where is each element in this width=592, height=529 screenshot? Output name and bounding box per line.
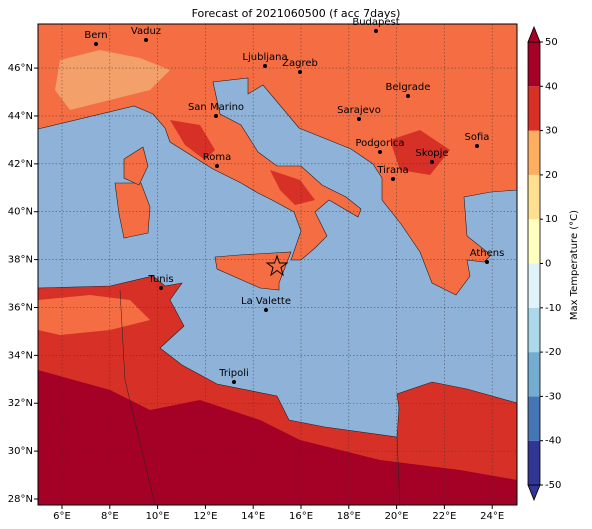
city-marker (298, 70, 302, 74)
city-label: Athens (470, 248, 505, 259)
city-label: Vaduz (131, 26, 161, 37)
title: Forecast of 2021060500 (f acc 7days) (192, 7, 401, 20)
city-label: Budapest (352, 17, 399, 28)
map (38, 24, 517, 505)
colorbar-tick-label: 10 (545, 214, 558, 225)
lat-tick-label: 44°N (8, 111, 33, 122)
city-label: San Marino (188, 102, 244, 113)
city-marker (144, 38, 148, 42)
colorbar-tick-label: -30 (545, 391, 561, 402)
lon-tick-label: 22°E (432, 511, 456, 522)
city-marker (430, 160, 434, 164)
city-label: Tirana (376, 165, 408, 176)
city-label: Sarajevo (337, 105, 381, 116)
lat-tick-label: 40°N (8, 207, 33, 218)
map-frame (37, 23, 518, 506)
city-label: Zagreb (282, 58, 318, 69)
lon-tick-label: 6°E (53, 511, 71, 522)
colorbar-band (528, 42, 540, 87)
colorbar-tick-label: -20 (545, 347, 561, 358)
city-marker (94, 42, 98, 46)
city-marker (232, 380, 236, 384)
city-marker (263, 64, 267, 68)
city-label: Bern (84, 30, 107, 41)
lat-tick-label: 28°N (8, 494, 33, 505)
city-marker (485, 260, 489, 264)
lat-tick-label: 34°N (8, 350, 33, 361)
colorbar: -50 -40 -30 -20 -10 0 10 20 30 40 50 (527, 25, 561, 502)
city-label: Tripoli (218, 368, 249, 379)
city-marker (159, 286, 163, 290)
colorbar-extension (527, 484, 541, 502)
colorbar-tick-label: 20 (545, 170, 558, 181)
city-label: Ljubljana (242, 52, 287, 63)
city-marker (215, 164, 219, 168)
city-label: Skopje (415, 148, 448, 159)
city-marker (357, 117, 361, 121)
colorbar-band (528, 352, 540, 397)
city-marker (378, 150, 382, 154)
colorbar-band (528, 263, 540, 308)
lat-tick-label: 38°N (8, 255, 33, 266)
city-label: Podgorica (355, 138, 404, 149)
lat-tick-label: 36°N (8, 302, 33, 313)
colorbar-tick-label: 40 (545, 81, 558, 92)
lon-tick-label: 10°E (146, 511, 170, 522)
colorbar-tick-label: -50 (545, 480, 561, 491)
lon-tick-label: 18°E (337, 511, 361, 522)
colorbar-label: Max Temperature (°C) (569, 210, 580, 320)
city-label: La Valette (241, 296, 291, 307)
colorbar-band (528, 396, 540, 441)
colorbar-band (528, 307, 540, 353)
city-label: Tunis (147, 274, 173, 285)
colorbar-band (528, 440, 540, 485)
city-label: Sofia (465, 132, 490, 143)
lat-tick-label: 42°N (8, 159, 33, 170)
lat-tick-label: 46°N (8, 63, 33, 74)
colorbar-tick-label: 50 (545, 37, 558, 48)
colorbar-band (528, 219, 540, 264)
colorbar-tick-label: 0 (545, 259, 551, 270)
lon-tick-label: 12°E (193, 511, 217, 522)
lon-tick-label: 16°E (289, 511, 313, 522)
colorbar-band (528, 130, 540, 175)
colorbar-tick-label: -10 (545, 303, 561, 314)
lon-tick-label: 20°E (385, 511, 409, 522)
city-marker (374, 29, 378, 33)
city-marker (406, 94, 410, 98)
city-label: Roma (203, 152, 232, 163)
lat-tick-label: 32°N (8, 398, 33, 409)
colorbar-tick-label: 30 (545, 126, 558, 137)
city-marker (214, 114, 218, 118)
city-marker (391, 177, 395, 181)
lat-tick-label: 30°N (8, 446, 33, 457)
lon-tick-label: 14°E (241, 511, 265, 522)
city-marker (475, 144, 479, 148)
city-label: Belgrade (386, 82, 431, 93)
colorbar-band (528, 86, 540, 131)
colorbar-extension (527, 25, 541, 43)
graticule: 6°E 8°E 10°E 12°E 14°E 16°E 18°E 20°E 22°E 24°E 28… (8, 24, 517, 522)
colorbar-tick-label: -40 (545, 436, 561, 447)
colorbar-band (528, 174, 540, 220)
lon-tick-label: 8°E (101, 511, 119, 522)
lon-tick-label: 24°E (480, 511, 504, 522)
city-marker (264, 308, 268, 312)
